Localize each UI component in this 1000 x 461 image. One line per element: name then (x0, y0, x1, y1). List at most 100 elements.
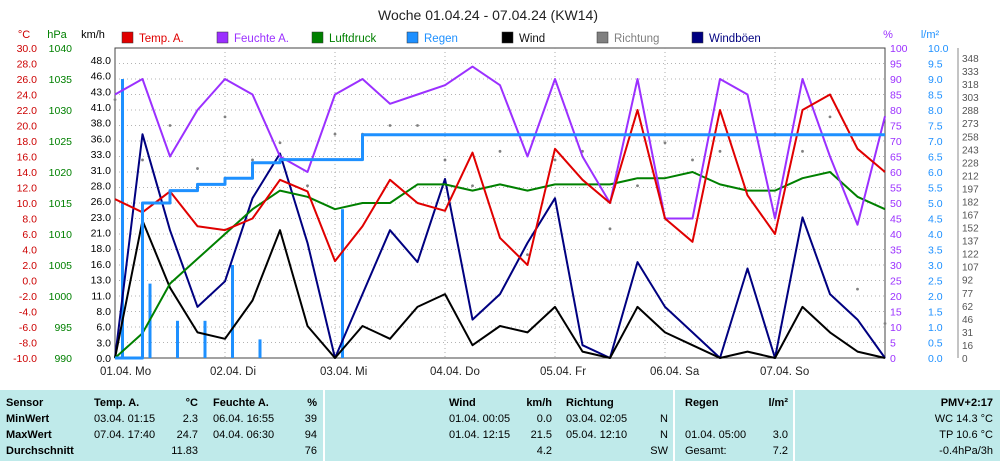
temp-tick-label: 16.0 (17, 152, 38, 164)
wind-tick-label: 36.0 (91, 133, 112, 145)
pressure-tick-label: 1015 (49, 198, 73, 210)
rain-tick-label: 3.5 (928, 245, 943, 257)
direction-tick-label: 122 (962, 250, 979, 261)
rain-max-date: 01.04. 05:00 (685, 428, 746, 442)
direction-point (114, 98, 117, 101)
temp-tick-label: 2.0 (22, 260, 37, 272)
humidity-average-value: 76 (270, 444, 317, 458)
rain-tick-label: 6.5 (928, 152, 943, 164)
legend-swatch (502, 32, 513, 43)
wind-tick-label: 31.0 (91, 165, 112, 177)
humidity-max-date: 04.04. 06:30 (213, 428, 274, 442)
temp-tick-label: -4.0 (19, 307, 37, 319)
legend-swatch (597, 32, 608, 43)
direction-point (801, 150, 804, 153)
humidity-tick-label: 20 (890, 291, 902, 303)
direction-min-date: 03.04. 02:05 (566, 412, 627, 426)
rain-tick-label: 9.5 (928, 59, 943, 71)
rain-total-label: Gesamt: (685, 444, 727, 458)
pressure-tick-label: 1040 (49, 43, 73, 55)
legend-label: Feuchte A. (234, 33, 289, 45)
pressure-tick-label: 1000 (49, 291, 73, 303)
direction-point (829, 115, 832, 118)
wind-tick-label: 48.0 (91, 55, 112, 67)
legend-swatch (407, 32, 418, 43)
x-tick-label: 06.04. Sa (650, 366, 700, 378)
wind-tick-label: 46.0 (91, 71, 112, 83)
humidity-tick-label: 60 (890, 167, 902, 179)
humidity-tick-label: 90 (890, 74, 902, 86)
direction-tick-label: 212 (962, 171, 979, 182)
direction-tick-label: 228 (962, 158, 979, 169)
direction-point (389, 124, 392, 127)
humidity-tick-label: 95 (890, 59, 902, 71)
legend-swatch (217, 32, 228, 43)
wind-unit-header: km/h (500, 396, 552, 410)
pressure-tick-label: 1005 (49, 260, 73, 272)
wind-tick-label: 33.0 (91, 149, 112, 161)
direction-tick-label: 77 (962, 289, 974, 300)
legend-label: Windböen (709, 33, 761, 45)
x-tick-label: 03.04. Mi (320, 366, 367, 378)
temp-tick-label: 14.0 (17, 167, 38, 179)
direction-tick-label: 303 (962, 93, 979, 104)
humidity-min-date: 06.04. 16:55 (213, 412, 274, 426)
temp-unit-header: °C (150, 396, 198, 410)
direction-point (471, 184, 474, 187)
legend-swatch (122, 32, 133, 43)
legend-label: Richtung (614, 33, 659, 45)
direction-point (554, 159, 557, 162)
direction-tick-label: 333 (962, 67, 979, 78)
humidity-tick-label: 75 (890, 121, 902, 133)
rain-tick-label: 8.5 (928, 90, 943, 102)
rain-tick-label: 7.5 (928, 121, 943, 133)
temp-tick-label: 10.0 (17, 198, 38, 210)
wind-chill-value: WC 14.3 °C (880, 412, 993, 426)
rain-tick-label: 6.0 (928, 167, 943, 179)
temp-unit-label: °C (18, 29, 30, 41)
temp-max-date: 07.04. 17:40 (94, 428, 155, 442)
temp-tick-label: 0.0 (22, 276, 37, 288)
direction-point (251, 159, 254, 162)
humidity-tick-label: 80 (890, 105, 902, 117)
wind-tick-label: 41.0 (91, 102, 112, 114)
wind-tick-label: 13.0 (91, 275, 112, 287)
humidity-tick-label: 30 (890, 260, 902, 272)
temp-tick-label: 4.0 (22, 245, 37, 257)
legend-label: Luftdruck (329, 33, 377, 45)
temp-tick-label: -10.0 (13, 353, 37, 365)
rain-tick-label: 8.0 (928, 105, 943, 117)
rain-tick-label: 2.0 (928, 291, 943, 303)
direction-point (196, 167, 199, 170)
direction-point (444, 159, 447, 162)
direction-point (169, 124, 172, 127)
pressure-tick-label: 1020 (49, 167, 73, 179)
wind-max-value: 21.5 (500, 428, 552, 442)
wind-min-value: 0.0 (500, 412, 552, 426)
rain-bar (231, 265, 234, 358)
temp-tick-label: 26.0 (17, 74, 38, 86)
direction-tick-label: 258 (962, 132, 979, 143)
direction-point (141, 159, 144, 162)
temp-tick-label: 6.0 (22, 229, 37, 241)
x-tick-label: 01.04. Mo (100, 366, 151, 378)
rain-bar (259, 339, 262, 358)
pressure-tick-label: 1025 (49, 136, 73, 148)
direction-average-value: SW (630, 444, 668, 458)
rain-bar (176, 321, 179, 358)
direction-point (279, 141, 282, 144)
direction-header: Richtung (566, 396, 614, 410)
pressure-tick-label: 1035 (49, 74, 73, 86)
temp-max-value: 24.7 (150, 428, 198, 442)
direction-point (609, 227, 612, 230)
pressure-tick-label: 1030 (49, 105, 73, 117)
rain-unit-header: l/m² (740, 396, 788, 410)
direction-point (306, 184, 309, 187)
average-label: Durchschnitt (6, 444, 74, 458)
humidity-tick-label: 15 (890, 307, 902, 319)
humidity-tick-label: 10 (890, 322, 902, 334)
rain-tick-label: 4.5 (928, 214, 943, 226)
direction-point (499, 150, 502, 153)
legend-label: Temp. A. (139, 33, 184, 45)
humidity-tick-label: 100 (890, 43, 908, 55)
